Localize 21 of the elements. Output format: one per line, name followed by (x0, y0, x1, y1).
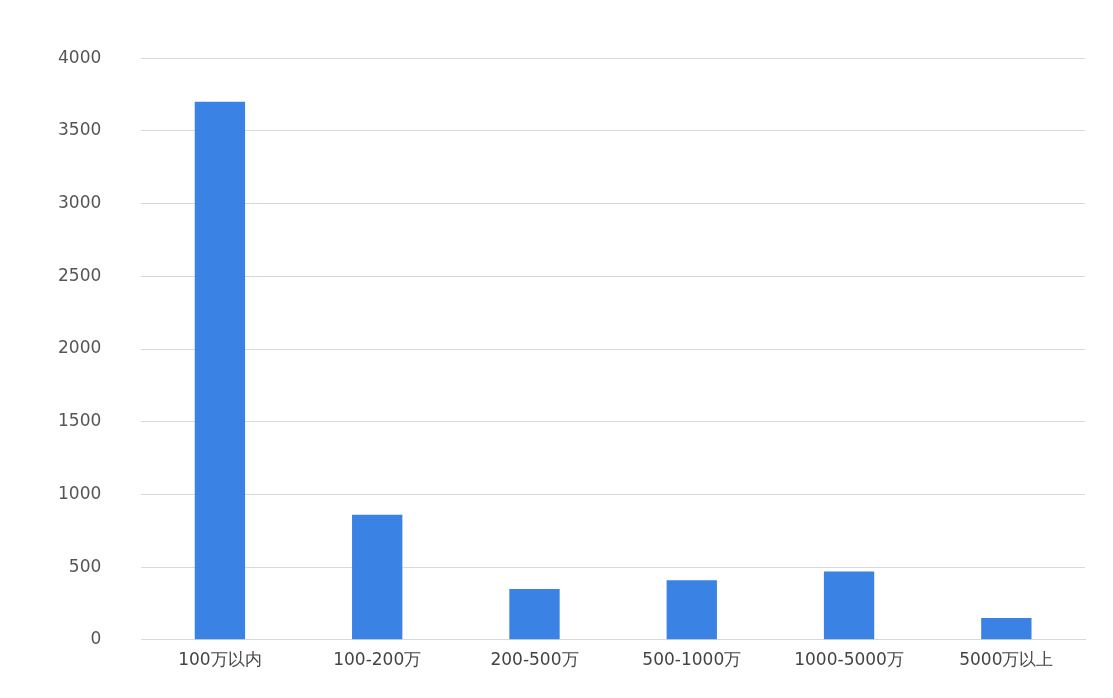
y-tick-label: 3500 (58, 119, 102, 140)
y-tick-label: 0 (90, 628, 102, 649)
x-tick-label: 500-1000万 (642, 649, 742, 670)
x-tick-label: 100-200万 (333, 649, 422, 670)
y-tick-label: 3000 (58, 192, 102, 213)
y-tick-label: 1500 (58, 410, 102, 431)
bar (352, 514, 403, 640)
y-tick-label: 500 (68, 555, 102, 576)
y-tick-label: 4000 (58, 46, 102, 67)
x-tick-label: 5000万以上 (959, 649, 1054, 670)
x-tick-label: 100万以内 (178, 649, 262, 670)
y-tick-label: 1000 (58, 482, 102, 503)
bar (666, 580, 717, 640)
x-tick-label: 1000-5000万 (794, 649, 904, 670)
bar (823, 571, 875, 640)
y-tick-label: 2500 (58, 264, 102, 285)
bar (981, 617, 1032, 640)
y-tick-label: 2000 (58, 337, 102, 358)
bar (194, 101, 246, 640)
x-tick-label: 200-500万 (490, 649, 579, 670)
bar (509, 588, 560, 640)
